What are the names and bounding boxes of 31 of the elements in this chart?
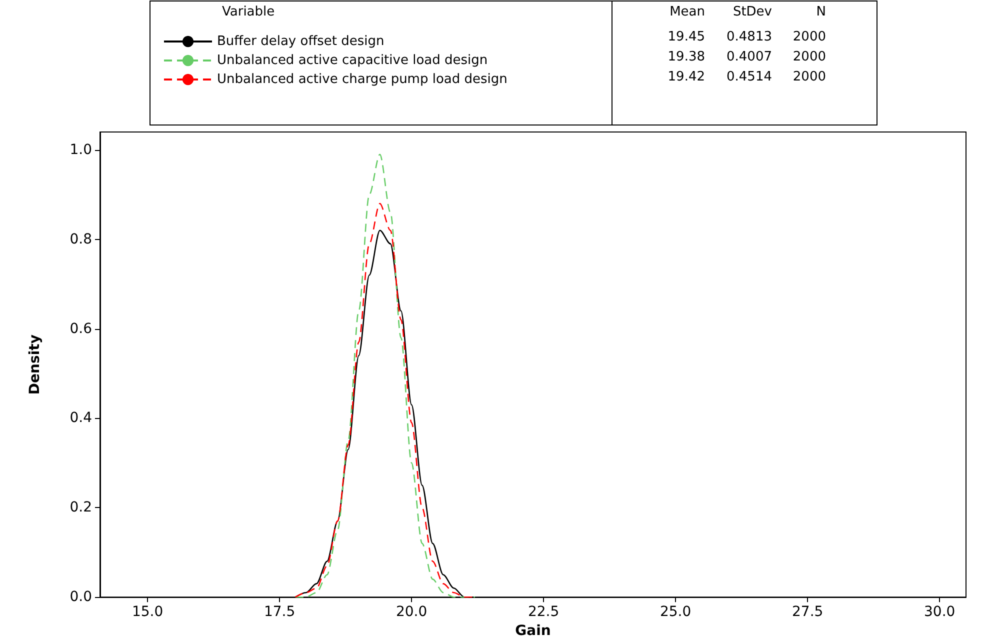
text: 0.4007	[726, 50, 772, 64]
x-tick-label: 17.5	[264, 604, 296, 620]
text: 19.42	[668, 70, 705, 84]
y-tick-label: 0.4	[70, 410, 92, 426]
y-tick-label: 0.6	[70, 320, 92, 337]
text: StDev	[732, 4, 772, 20]
legend-label: Unbalanced active charge pump load design	[217, 72, 508, 87]
y-tick-label: 0.0	[70, 589, 92, 606]
y-tick-label: 1.0	[70, 142, 92, 158]
text: 2000	[792, 70, 826, 84]
text: 2000	[792, 30, 826, 44]
legend-label: Buffer delay offset design	[217, 34, 384, 49]
legend-title: Variable	[222, 4, 275, 20]
y-tick-label: 0.2	[70, 500, 92, 516]
text: 0.4813	[726, 30, 772, 44]
x-axis-title: Gain	[515, 623, 551, 639]
x-tick-label: 20.0	[396, 604, 428, 620]
x-tick-label: 22.5	[528, 604, 560, 620]
y-axis-title: Density	[27, 334, 43, 395]
text: N	[816, 4, 826, 20]
y-tick-label: 0.8	[70, 231, 92, 248]
text: Mean	[670, 4, 705, 20]
x-tick-label: 27.5	[792, 604, 824, 620]
text: 19.38	[668, 50, 705, 64]
text: 19.45	[668, 30, 705, 44]
text: 0.4514	[726, 70, 772, 84]
text: 2000	[792, 50, 826, 64]
x-tick-label: 30.0	[924, 604, 956, 620]
x-tick-label: 15.0	[132, 604, 164, 620]
x-tick-label: 25.0	[660, 604, 692, 620]
legend-label: Unbalanced active capacitive load design	[217, 53, 488, 68]
